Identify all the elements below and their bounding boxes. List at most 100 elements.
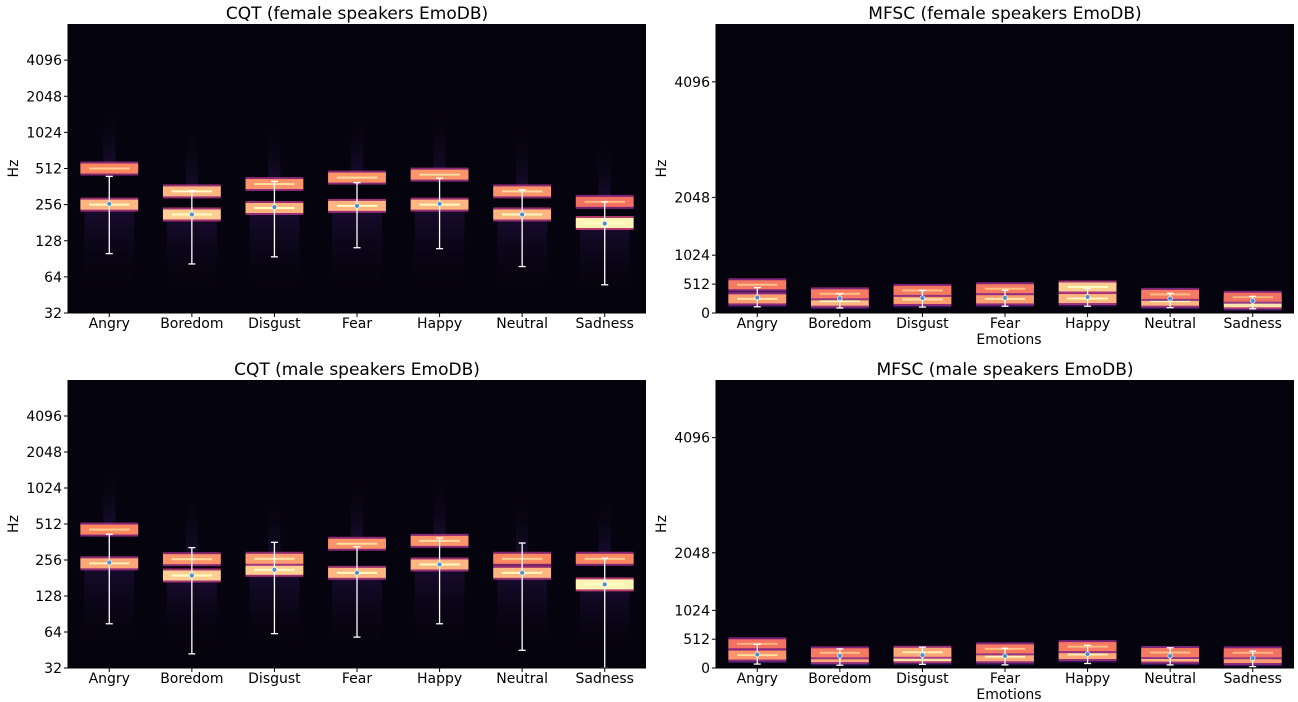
y-tick-label: 1024 <box>26 481 62 497</box>
mean-point-sadness <box>1250 298 1256 304</box>
x-tick-label-happy: Happy <box>1065 671 1110 687</box>
mean-point-fear <box>1002 295 1008 301</box>
mean-point-angry <box>754 651 760 658</box>
y-tick-label: 4096 <box>26 53 62 69</box>
band-core-high-fear <box>336 542 378 545</box>
y-tick-label: 2048 <box>26 89 62 105</box>
x-tick-label-neutral: Neutral <box>496 671 548 687</box>
y-tick-label: 256 <box>35 553 62 569</box>
glow-top-fear <box>351 473 363 544</box>
mean-point-disgust <box>919 652 926 658</box>
mean-point-happy <box>436 561 443 568</box>
glow-top-angry <box>103 459 116 530</box>
x-tick-label-neutral: Neutral <box>1144 671 1196 687</box>
y-tick-label: 2048 <box>26 445 62 461</box>
x-tick-label-boredom: Boredom <box>808 671 871 687</box>
mean-point-sadness <box>602 581 608 588</box>
mean-point-neutral <box>519 211 525 218</box>
y-axis-label: Hz <box>6 160 22 178</box>
mean-point-angry <box>106 559 112 566</box>
mean-point-happy <box>1084 651 1091 657</box>
mean-point-disgust <box>919 295 926 301</box>
panel-title: CQT (female speakers EmoDB) <box>226 4 488 24</box>
glow-top-angry <box>103 98 116 169</box>
x-tick-label-disgust: Disgust <box>248 671 301 687</box>
mean-point-neutral <box>519 570 525 576</box>
glow-top-sadness <box>598 131 611 202</box>
y-tick-label: 1024 <box>674 603 710 619</box>
panel-mfsc-female: Angry Boredom Disgust Fear Happy Neutral Sadne… <box>654 4 1294 348</box>
mean-point-angry <box>106 201 112 207</box>
glow-top-sadness <box>598 488 611 559</box>
y-tick-label: 512 <box>35 162 62 178</box>
band-core-high-angry <box>89 528 130 531</box>
mean-point-happy <box>436 201 443 207</box>
x-tick-label-fear: Fear <box>342 671 372 687</box>
y-tick-label: 512 <box>683 277 710 293</box>
y-tick-label: 4096 <box>674 75 710 91</box>
x-tick-label-sadness: Sadness <box>575 671 633 687</box>
mean-point-neutral <box>1167 653 1173 659</box>
plot-background <box>716 24 1294 313</box>
x-tick-label-fear: Fear <box>342 316 372 332</box>
x-tick-label-sadness: Sadness <box>1223 316 1281 332</box>
y-tick-label: 4096 <box>674 431 710 447</box>
x-axis-label: Emotions <box>976 332 1041 348</box>
plot-background <box>716 380 1294 668</box>
x-tick-label-sadness: Sadness <box>1223 671 1281 687</box>
x-tick-label-fear: Fear <box>990 671 1020 687</box>
x-tick-label-angry: Angry <box>89 316 130 332</box>
panel-mfsc-male: Angry Boredom Disgust Fear Happy Neutral Sadne… <box>654 360 1294 702</box>
x-tick-label-angry: Angry <box>89 671 130 687</box>
y-tick-label: 4096 <box>26 409 62 425</box>
y-tick-label: 1024 <box>674 248 710 264</box>
mean-point-boredom <box>837 295 843 302</box>
x-tick-label-disgust: Disgust <box>896 316 949 332</box>
mean-point-boredom <box>837 653 843 659</box>
glow-top-boredom <box>185 121 198 192</box>
y-tick-label: 0 <box>701 306 710 322</box>
mean-point-sadness <box>1250 655 1256 661</box>
x-tick-label-boredom: Boredom <box>808 316 871 332</box>
y-axis-label: Hz <box>6 515 22 533</box>
panel-title: MFSC (female speakers EmoDB) <box>868 4 1141 24</box>
mean-point-fear <box>1002 653 1008 659</box>
mean-point-disgust <box>271 204 278 210</box>
y-tick-label: 1024 <box>26 125 62 141</box>
glow-top-happy <box>433 104 446 175</box>
glow-top-disgust <box>268 488 281 559</box>
x-tick-label-boredom: Boredom <box>160 316 223 332</box>
band-core-high-fear <box>336 176 378 179</box>
mean-point-happy <box>1084 294 1091 300</box>
glow-top-happy <box>433 470 446 541</box>
glow-top-neutral <box>516 121 529 192</box>
mean-point-neutral <box>1167 295 1173 302</box>
x-tick-label-angry: Angry <box>737 316 778 332</box>
x-tick-label-neutral: Neutral <box>496 316 548 332</box>
x-tick-label-boredom: Boredom <box>160 671 223 687</box>
y-tick-label: 512 <box>35 517 62 533</box>
band-core-high-fear <box>984 287 1026 290</box>
x-tick-label-disgust: Disgust <box>896 671 949 687</box>
panel-title: MFSC (male speakers EmoDB) <box>877 360 1134 380</box>
glow-top-fear <box>351 107 363 178</box>
x-tick-label-sadness: Sadness <box>575 316 633 332</box>
mean-point-angry <box>754 294 760 301</box>
band-core-high-angry <box>737 283 778 286</box>
y-tick-label: 128 <box>35 589 62 605</box>
y-tick-label: 128 <box>35 234 62 250</box>
glow-top-neutral <box>516 488 529 559</box>
x-tick-label-happy: Happy <box>417 671 462 687</box>
mean-point-fear <box>354 570 360 576</box>
y-axis-label: Hz <box>654 515 670 533</box>
y-tick-label: 256 <box>35 198 62 214</box>
x-axis-label: Emotions <box>976 687 1041 702</box>
x-tick-label-happy: Happy <box>1065 316 1110 332</box>
glow-top-disgust <box>268 114 281 185</box>
mean-point-boredom <box>189 211 195 218</box>
mean-point-disgust <box>271 567 278 573</box>
glow-top-boredom <box>185 489 198 560</box>
panel-cqt-female: Angry Boredom Disgust Fear Happy Neutral Sadne… <box>6 4 646 332</box>
mean-point-sadness <box>602 220 608 227</box>
